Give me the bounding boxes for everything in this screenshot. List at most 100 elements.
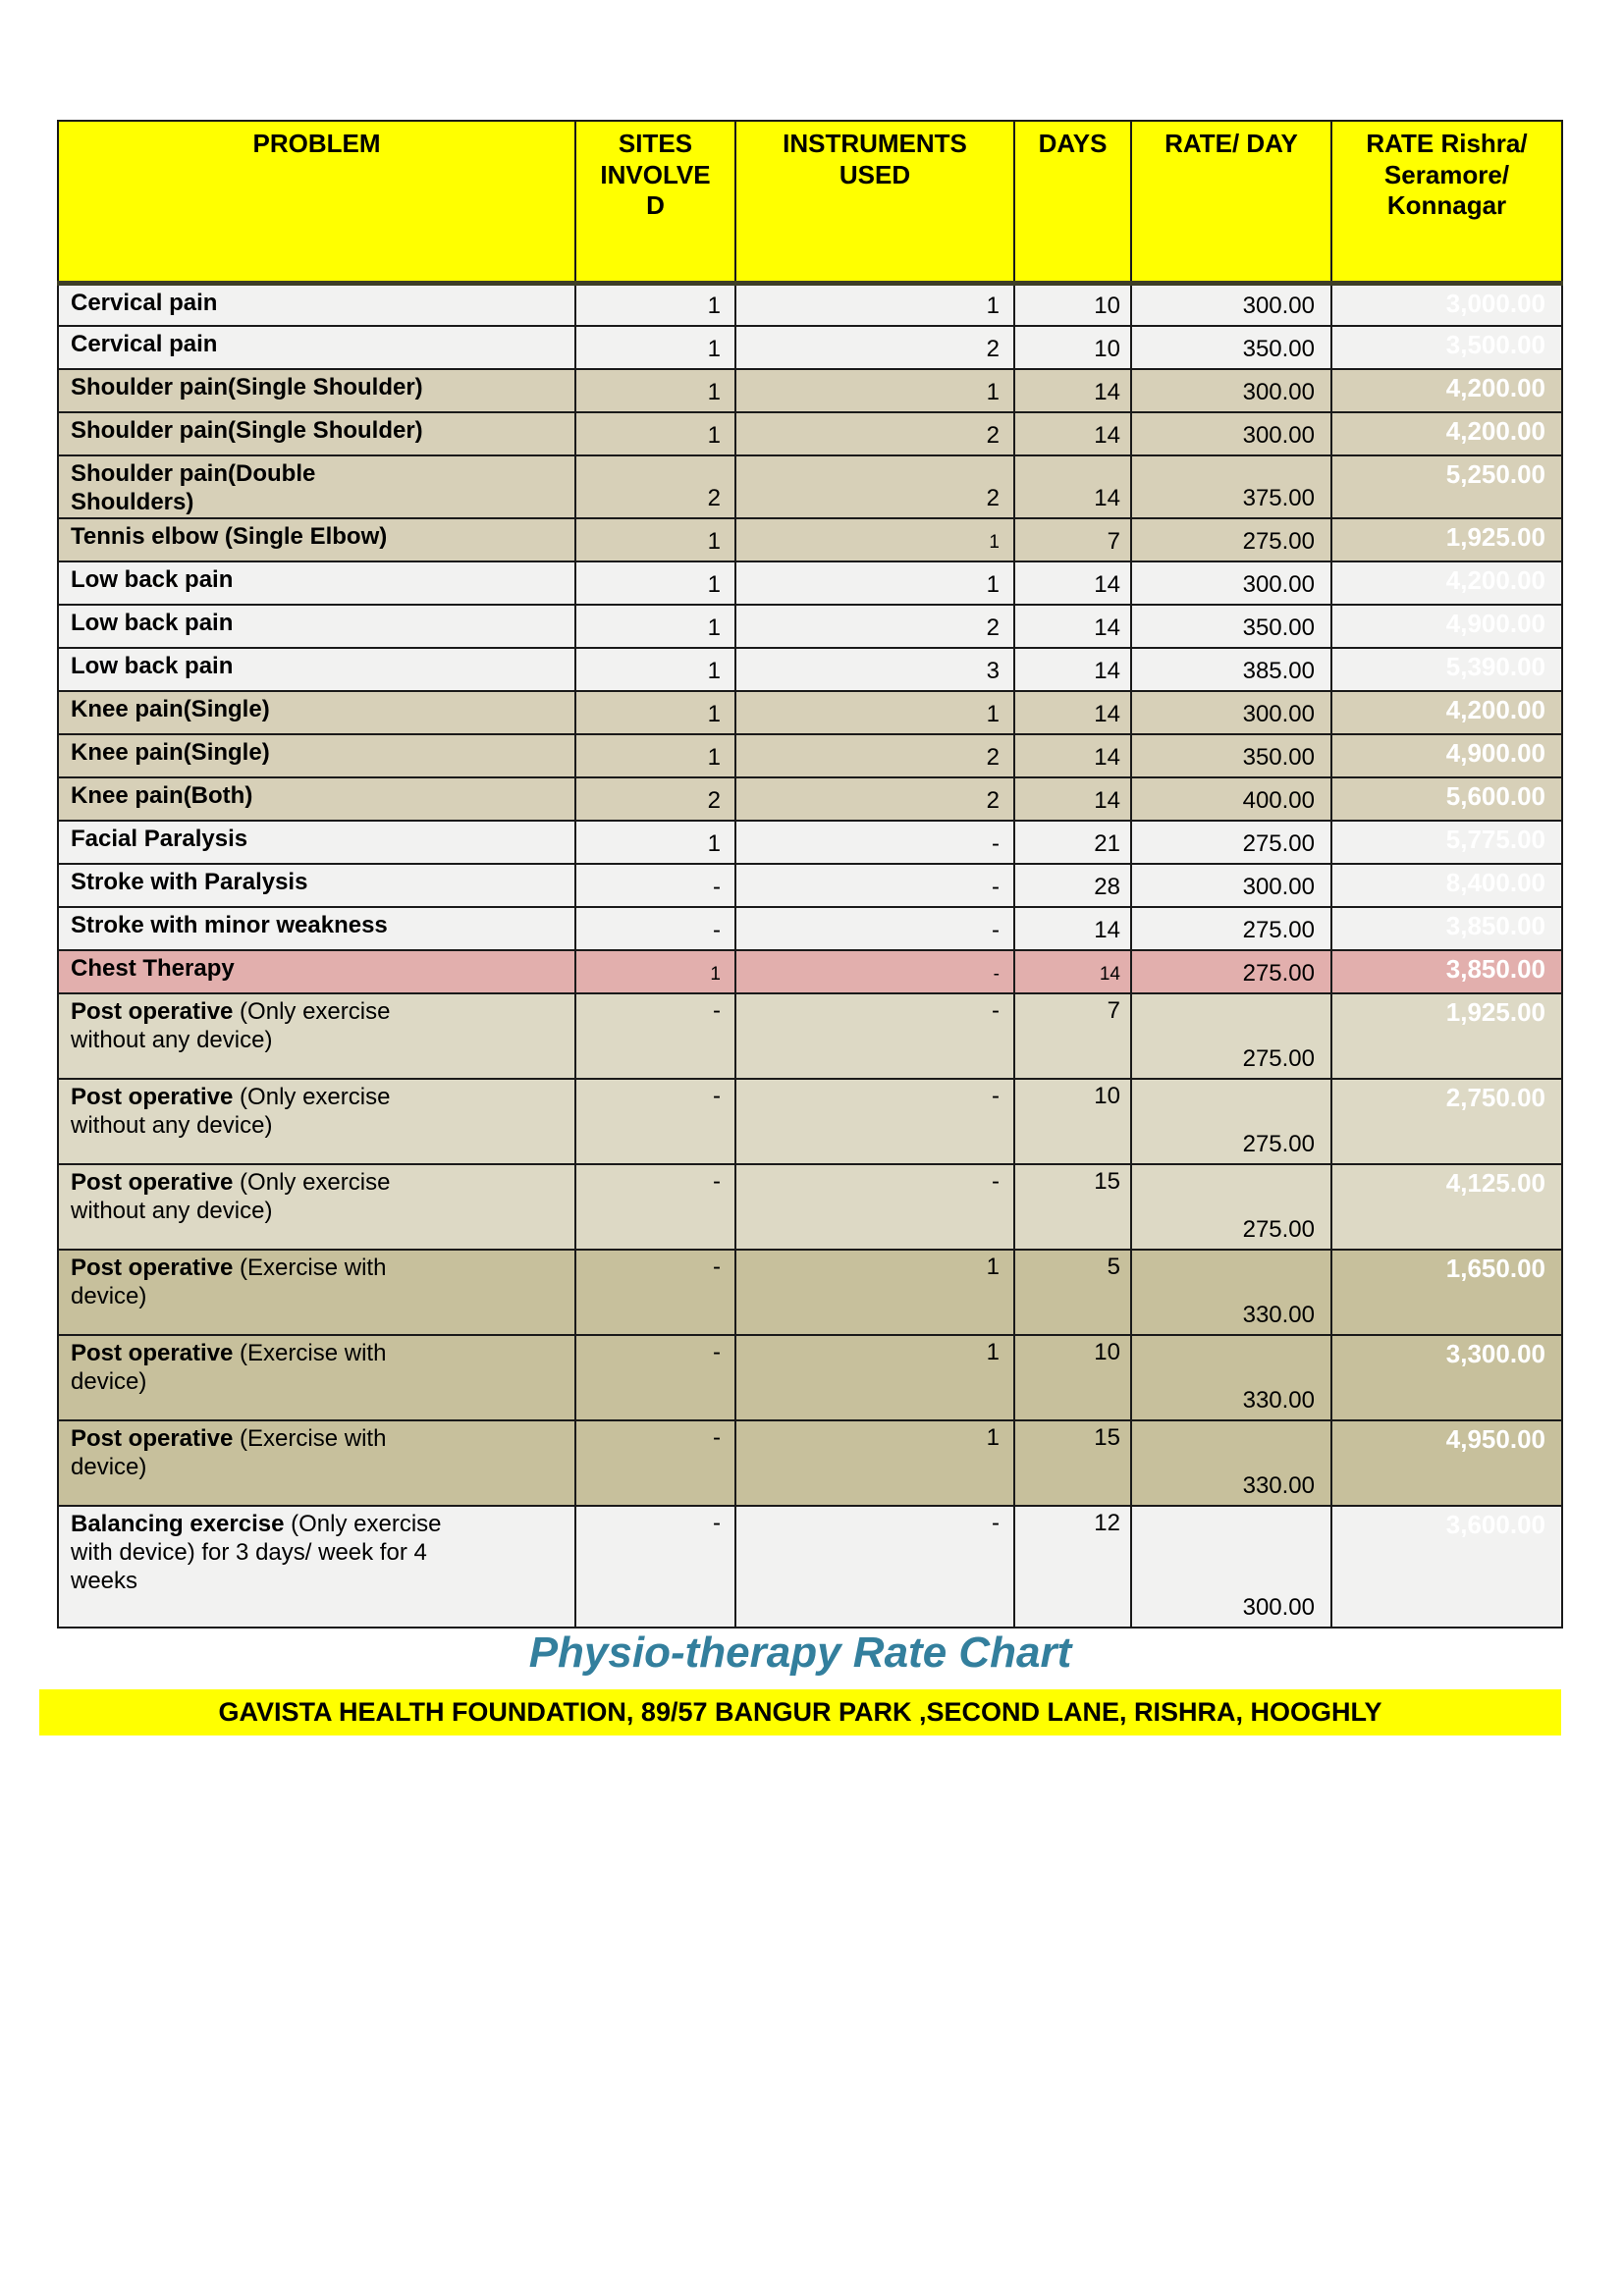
- problem-text-bold: Knee pain(Both): [71, 781, 253, 809]
- rate-per-day-cell: 400.00: [1130, 775, 1332, 822]
- problem-text-bold: Low back pain: [71, 609, 234, 636]
- rate-total-cell: 1,650.00: [1330, 1248, 1563, 1336]
- problem-cell: Low back pain: [57, 646, 576, 692]
- instruments-cell: 3: [734, 646, 1015, 692]
- sites-cell: 1: [574, 411, 736, 456]
- rate-per-day-cell: 275.00: [1130, 905, 1332, 951]
- table-row: Shoulder pain(Double Shoulders) 2 2 14 375.0…: [57, 454, 1563, 519]
- problem-cell: Facial Paralysis: [57, 819, 576, 865]
- col-header-rate-area: RATE Rishra/ Seramore/ Konnagar: [1330, 120, 1563, 286]
- instruments-cell: 2: [734, 454, 1015, 519]
- rate-total-cell: 3,500.00: [1330, 325, 1563, 370]
- days-cell: 10: [1013, 325, 1132, 370]
- rate-per-day-cell: 300.00: [1130, 560, 1332, 606]
- problem-cell: Shoulder pain(Single Shoulder): [57, 368, 576, 413]
- rate-per-day-cell: 300.00: [1130, 862, 1332, 908]
- sites-cell: 1: [574, 689, 736, 735]
- rate-total-cell: 4,950.00: [1330, 1418, 1563, 1507]
- table-row: Knee pain(Single) 1 2 14 350.00 4,900.00: [57, 732, 1563, 778]
- instruments-cell: -: [734, 948, 1015, 994]
- col-header-days: DAYS: [1013, 120, 1132, 286]
- rate-per-day-cell: 275.00: [1130, 1162, 1332, 1251]
- rate-total-cell: 4,200.00: [1330, 411, 1563, 456]
- col-header-instruments: INSTRUMENTS USED: [734, 120, 1015, 286]
- sites-cell: 1: [574, 282, 736, 327]
- problem-cell: Post operative (Only exercise without an…: [57, 1162, 576, 1251]
- days-cell: 14: [1013, 732, 1132, 778]
- days-cell: 14: [1013, 775, 1132, 822]
- problem-text-bold: Cervical pain: [71, 331, 218, 357]
- sites-cell: -: [574, 1077, 736, 1165]
- rate-per-day-cell: 300.00: [1130, 1504, 1332, 1629]
- rate-total-cell: 5,775.00: [1330, 819, 1563, 865]
- instruments-cell: -: [734, 905, 1015, 951]
- rate-total-cell: 3,850.00: [1330, 948, 1563, 994]
- table-row: Post operative (Only exercise without an…: [57, 991, 1563, 1080]
- sites-cell: -: [574, 1333, 736, 1421]
- problem-cell: Stroke with Paralysis: [57, 862, 576, 908]
- org-banner: GAVISTA HEALTH FOUNDATION, 89/57 BANGUR …: [39, 1689, 1561, 1735]
- rate-total-cell: 3,600.00: [1330, 1504, 1563, 1629]
- table-row: Facial Paralysis 1-21 275.00 5,775.00: [57, 819, 1563, 865]
- days-cell: 14: [1013, 646, 1132, 692]
- rate-total-cell: 2,750.00: [1330, 1077, 1563, 1165]
- problem-text-bold: Post operative: [71, 1424, 234, 1452]
- days-cell: 7: [1013, 991, 1132, 1080]
- problem-cell: Balancing exercise (Only exercise with d…: [57, 1504, 576, 1629]
- rate-per-day-cell: 275.00: [1130, 516, 1332, 562]
- days-cell: 15: [1013, 1418, 1132, 1507]
- problem-cell: Post operative (Exercise with device): [57, 1333, 576, 1421]
- col-header-sites-involved: SITES INVOLVE D: [574, 120, 736, 286]
- problem-cell: Cervical pain: [57, 282, 576, 327]
- rate-per-day-cell: 350.00: [1130, 732, 1332, 778]
- problem-text-rest: (Only exercise without any device): [71, 1168, 391, 1224]
- rate-per-day-cell: 300.00: [1130, 411, 1332, 456]
- table-row: Tennis elbow (Single Elbow) 1 1 7 275.00 1,92…: [57, 516, 1563, 562]
- instruments-cell: 2: [734, 325, 1015, 370]
- problem-cell: Cervical pain: [57, 325, 576, 370]
- days-cell: 10: [1013, 1077, 1132, 1165]
- problem-cell: Tennis elbow (Single Elbow): [57, 516, 576, 562]
- rate-per-day-cell: 330.00: [1130, 1418, 1332, 1507]
- instruments-cell: 1: [734, 368, 1015, 413]
- days-cell: 14: [1013, 603, 1132, 649]
- problem-text-rest: (Only exercise without any device): [71, 1083, 391, 1139]
- rate-total-cell: 4,125.00: [1330, 1162, 1563, 1251]
- sites-cell: -: [574, 991, 736, 1080]
- days-cell: 14: [1013, 411, 1132, 456]
- table-row: Chest Therapy 1-14 275.00 3,850.00: [57, 948, 1563, 994]
- table-row: Knee pain(Single) 1 1 14 300.00 4,200.00: [57, 689, 1563, 735]
- rate-per-day-cell: 300.00: [1130, 689, 1332, 735]
- problem-cell: Chest Therapy: [57, 948, 576, 994]
- sites-cell: 1: [574, 646, 736, 692]
- table-row: Low back pain 1 1 14 300.00 4,200.00: [57, 560, 1563, 606]
- problem-text-rest: (Exercise with device): [71, 1424, 387, 1480]
- problem-text-bold: Stroke with minor weakness: [71, 911, 388, 938]
- rate-per-day-cell: 375.00: [1130, 454, 1332, 519]
- days-cell: 10: [1013, 282, 1132, 327]
- problem-text-bold: Post operative: [71, 1254, 234, 1281]
- problem-text-rest: (Exercise with device): [71, 1254, 387, 1309]
- rate-per-day-cell: 300.00: [1130, 368, 1332, 413]
- sites-cell: 1: [574, 560, 736, 606]
- table-row: Shoulder pain(Single Shoulder) 1 2 14 300.00…: [57, 411, 1563, 456]
- problem-text-rest: (Exercise with device): [71, 1339, 387, 1395]
- problem-text-bold: Low back pain: [71, 565, 234, 593]
- days-cell: 14: [1013, 905, 1132, 951]
- instruments-cell: 1: [734, 689, 1015, 735]
- problem-cell: Post operative (Only exercise without an…: [57, 991, 576, 1080]
- rate-total-cell: 3,300.00: [1330, 1333, 1563, 1421]
- sites-cell: -: [574, 862, 736, 908]
- rate-total-cell: 8,400.00: [1330, 862, 1563, 908]
- sites-cell: -: [574, 905, 736, 951]
- rate-per-day-cell: 300.00: [1130, 282, 1332, 327]
- col-header-problem: PROBLEM: [57, 120, 576, 286]
- table-row: Low back pain 1 2 14 350.00 4,900.00: [57, 603, 1563, 649]
- problem-text-bold: Cervical pain: [71, 289, 218, 316]
- problem-text-bold: Post operative: [71, 1083, 234, 1110]
- rate-per-day-cell: 350.00: [1130, 325, 1332, 370]
- rate-table: PROBLEM SITES INVOLVE D INSTRUMENTS USED…: [57, 120, 1563, 1629]
- instruments-cell: 1: [734, 282, 1015, 327]
- days-cell: 21: [1013, 819, 1132, 865]
- days-cell: 14: [1013, 948, 1132, 994]
